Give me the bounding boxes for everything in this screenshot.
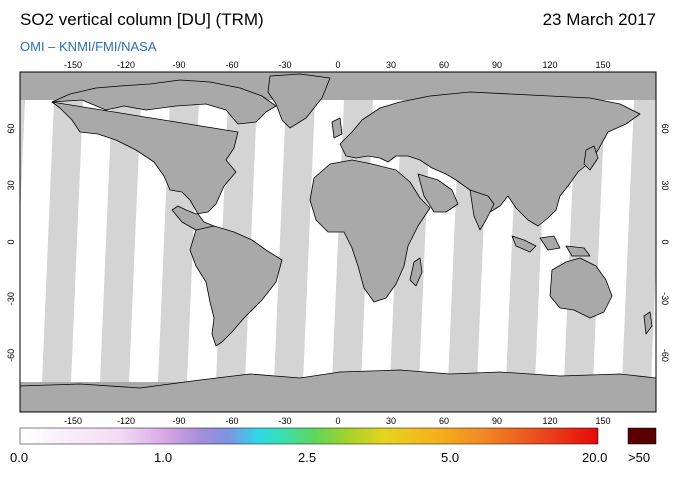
lat-tick-left: -60 [6, 349, 16, 362]
south-america [189, 225, 283, 347]
lat-tick-left: 0 [6, 239, 16, 244]
lon-tick-bottom: -90 [172, 416, 185, 426]
new-zealand [643, 311, 653, 335]
axis-ticks: -150 -150 -120 -120 -90 -90 -60 -60 -30 -30 0 0 30 30… [6, 60, 670, 426]
data-source: OMI – KNMI/FMI/NASA [20, 39, 157, 54]
australia [549, 257, 613, 319]
colorbar-label-4: 20.0 [582, 450, 608, 465]
lon-tick-bottom: 120 [542, 416, 557, 426]
colorbar-overflow-box [627, 427, 657, 445]
lon-tick-top: 150 [595, 60, 610, 70]
lon-tick-top: 30 [386, 60, 396, 70]
lat-tick-left: -30 [6, 292, 16, 305]
lon-tick-top: 0 [335, 60, 340, 70]
indonesia [511, 235, 591, 257]
map-frame [19, 71, 657, 413]
map-title: SO2 vertical column [DU] (TRM) [20, 10, 264, 29]
lon-tick-top: -150 [64, 60, 82, 70]
arabia [417, 173, 459, 213]
japan [583, 145, 599, 171]
colorbar-label-2: 2.5 [298, 450, 317, 465]
orbit-swath [651, 264, 656, 382]
lon-tick-bottom: 60 [439, 416, 449, 426]
lon-tick-bottom: 90 [492, 416, 502, 426]
lon-tick-top: -60 [225, 60, 238, 70]
map-date: 23 March 2017 [542, 10, 656, 29]
lon-tick-bottom: -120 [117, 416, 135, 426]
lon-tick-top: -30 [278, 60, 291, 70]
lon-tick-bottom: -150 [64, 416, 82, 426]
africa [309, 159, 431, 303]
lon-tick-top: -90 [172, 60, 185, 70]
lon-tick-bottom: 150 [595, 416, 610, 426]
colorbar-label-0: 0.0 [10, 450, 29, 465]
lat-tick-left: 30 [6, 180, 16, 190]
colorbar-label-1: 1.0 [154, 450, 173, 465]
orbit-swath [622, 100, 656, 382]
madagascar [409, 257, 423, 287]
colorbar [19, 427, 599, 445]
orbit-swaths [20, 100, 656, 382]
lon-tick-top: 60 [439, 60, 449, 70]
colorbar-overflow-label: >50 [628, 450, 651, 465]
lon-tick-bottom: -30 [278, 416, 291, 426]
lat-tick-left: 60 [6, 124, 16, 134]
uk [331, 117, 343, 139]
lon-tick-top: -120 [117, 60, 135, 70]
greenland [267, 73, 331, 129]
lat-tick-right: -60 [660, 349, 670, 362]
lat-tick-right: 60 [660, 124, 670, 134]
lon-tick-bottom: 0 [335, 416, 340, 426]
lat-tick-right: 0 [660, 239, 670, 244]
lon-tick-top: 90 [492, 60, 502, 70]
colorbar-label-3: 5.0 [441, 450, 460, 465]
antarctica [20, 369, 656, 412]
lat-tick-right: 30 [660, 180, 670, 190]
lat-tick-right: -30 [660, 292, 670, 305]
eurasia [339, 91, 641, 227]
lon-tick-bottom: 30 [386, 416, 396, 426]
lon-tick-top: 120 [542, 60, 557, 70]
lon-tick-bottom: -60 [225, 416, 238, 426]
india [469, 189, 495, 231]
land-masses [20, 73, 656, 412]
